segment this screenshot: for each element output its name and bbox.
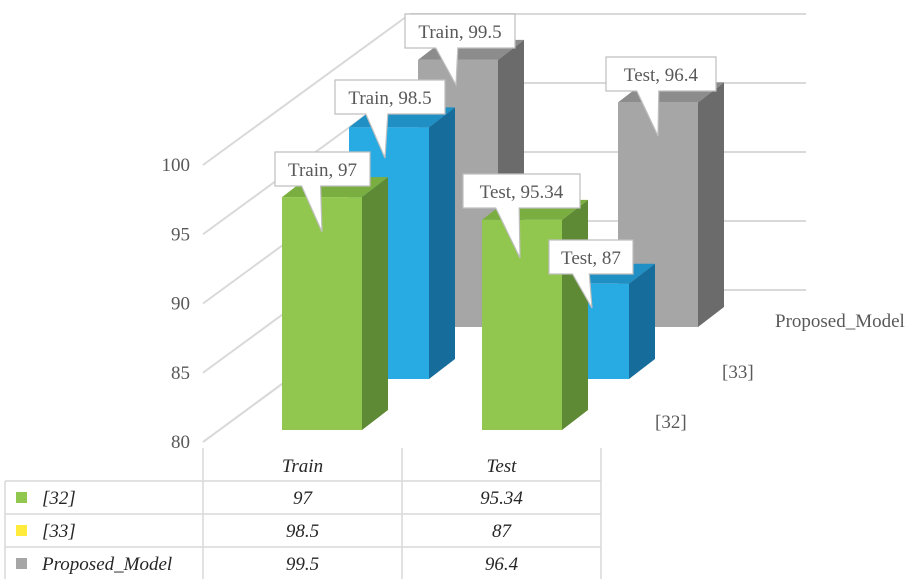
data-labels: Train, 97 Train, 98.5 Train, 99.5 Test, 95.… <box>274 13 717 309</box>
table-header-train: Train <box>282 456 323 477</box>
bar-side <box>429 107 455 380</box>
legend-key <box>16 492 27 503</box>
depth-label-33: [33] <box>722 362 754 383</box>
table-row-label: Proposed_Model <box>41 554 172 575</box>
data-label: Test, 95.34 <box>480 182 564 203</box>
data-label-callout <box>334 79 446 159</box>
table-row-label: [32] <box>42 488 76 509</box>
data-label-callout <box>404 13 516 88</box>
data-label: Train, 97 <box>288 160 357 181</box>
table-header-test: Test <box>487 456 518 477</box>
data-label-callout <box>274 151 371 233</box>
table-cell: 97 <box>293 488 314 509</box>
y-tick-label: 95 <box>171 224 190 245</box>
table-row-label: [33] <box>42 521 76 542</box>
data-label: Train, 99.5 <box>418 22 501 43</box>
data-label-callout <box>605 56 717 137</box>
value-axis: 80 85 90 95 100 <box>162 155 191 453</box>
bar <box>282 197 362 430</box>
gridline-side <box>202 13 411 166</box>
data-label: Train, 98.5 <box>348 88 431 109</box>
data-table: Train Test [32] 97 95.34 [33] 98.5 87 Proposed_M… <box>4 448 602 579</box>
bar-side <box>362 177 388 430</box>
bar-side <box>698 82 724 327</box>
y-tick-label: 90 <box>171 294 190 315</box>
data-label-callout <box>462 173 581 259</box>
depth-label-proposed-model: Proposed_Model <box>775 311 905 332</box>
legend-key <box>16 558 27 569</box>
table-cell: 99.5 <box>286 554 319 575</box>
table-cell: 87 <box>492 521 513 542</box>
data-label: Test, 87 <box>561 248 621 269</box>
bar-side <box>629 263 655 379</box>
data-label-callout <box>548 239 634 309</box>
legend-key <box>16 525 27 536</box>
table-cell: 95.34 <box>480 488 523 509</box>
y-tick-label: 85 <box>171 363 190 384</box>
y-tick-label: 80 <box>171 432 190 453</box>
depth-axis: Proposed_Model [33] [32] <box>655 311 905 433</box>
table-cell: 96.4 <box>485 554 519 575</box>
table-cell: 98.5 <box>286 521 319 542</box>
bar-side <box>562 199 588 430</box>
depth-label-32: [32] <box>655 412 687 433</box>
y-tick-label: 100 <box>162 155 191 176</box>
data-label: Test, 96.4 <box>624 65 699 86</box>
